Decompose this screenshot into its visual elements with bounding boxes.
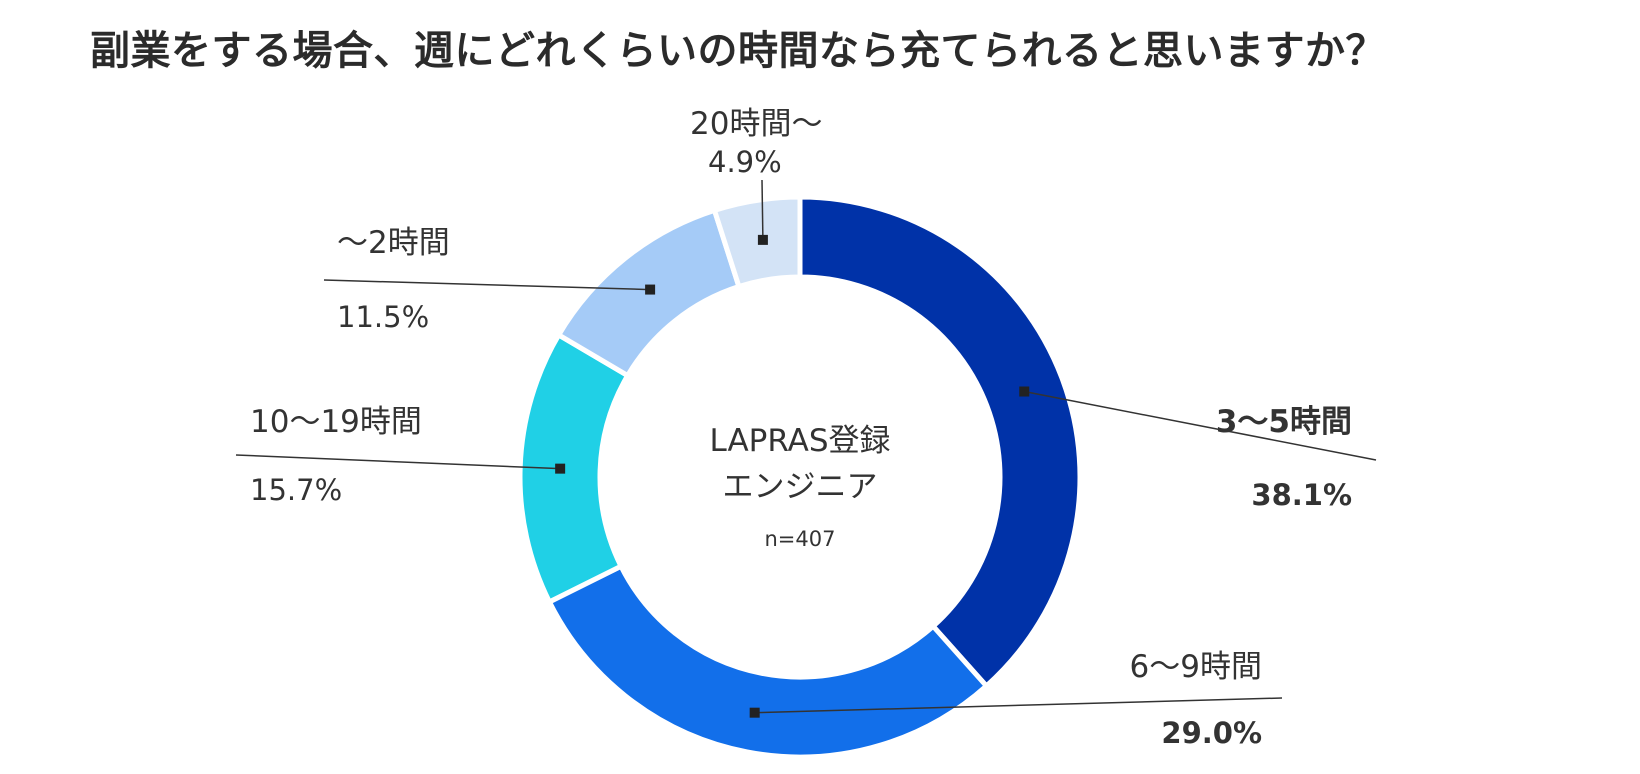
slice-value-label: 11.5%: [337, 300, 429, 334]
donut-slice: [797, 194, 1083, 690]
slice-label: 20時間〜: [690, 106, 822, 142]
slice-label: 10〜19時間: [250, 404, 422, 440]
leader-marker: [757, 234, 768, 245]
center-label-line2: エンジニア: [723, 469, 878, 505]
slice-value-label: 38.1%: [1251, 478, 1352, 512]
leader-line: [761, 179, 764, 240]
donut-slice: [546, 562, 990, 760]
donut-slice: [517, 331, 632, 606]
leader-marker: [749, 707, 760, 718]
slice-value-label: 29.0%: [1161, 716, 1262, 750]
leader-line: [1024, 390, 1377, 461]
center-label-line1: LAPRAS登録: [709, 423, 890, 459]
leader-marker: [1019, 386, 1030, 397]
slice-value-label: 15.7%: [250, 473, 342, 507]
leader-marker: [555, 463, 566, 474]
leader-lines: [235, 179, 1377, 718]
slice-label: 〜2時間: [337, 225, 450, 261]
donut-slice: [711, 194, 803, 290]
leader-line: [323, 279, 651, 291]
center-sample-size: n=407: [765, 527, 836, 551]
leader-line: [235, 454, 561, 470]
leader-line: [754, 697, 1283, 714]
slice-label: 3〜5時間: [1216, 404, 1352, 440]
slice-label: 6〜9時間: [1130, 649, 1262, 685]
slice-value-label: 4.9%: [708, 145, 782, 179]
chart-title: 副業をする場合、週にどれくらいの時間なら充てられると思いますか？: [90, 28, 1386, 74]
leader-marker: [645, 284, 656, 295]
